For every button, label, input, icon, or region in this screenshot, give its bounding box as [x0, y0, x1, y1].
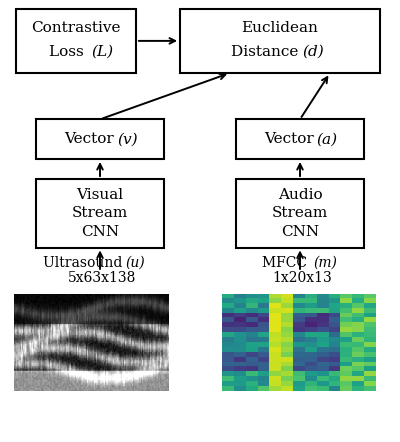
Text: (d): (d) [302, 45, 324, 59]
Text: Stream: Stream [272, 206, 328, 220]
Text: (u): (u) [125, 256, 145, 270]
Bar [180, 9, 380, 73]
Text: (m): (m) [313, 256, 337, 270]
Bar [36, 179, 164, 248]
Bar [236, 179, 364, 248]
Text: 5x63x138: 5x63x138 [68, 271, 136, 286]
Bar [236, 119, 364, 159]
Text: Stream: Stream [72, 206, 128, 220]
Text: (v): (v) [117, 132, 138, 146]
Bar [36, 119, 164, 159]
Text: Contrastive: Contrastive [31, 21, 121, 34]
Text: CNN: CNN [281, 225, 319, 239]
Text: Distance: Distance [231, 45, 303, 59]
Text: (a): (a) [317, 132, 338, 146]
Text: Vector: Vector [264, 132, 318, 146]
Bar [16, 9, 136, 73]
Text: Audio: Audio [278, 188, 322, 202]
Text: (L): (L) [91, 45, 113, 59]
Text: Vector: Vector [64, 132, 118, 146]
Text: 1x20x13: 1x20x13 [272, 271, 332, 286]
Text: Loss: Loss [49, 45, 89, 59]
Text: Euclidean: Euclidean [242, 21, 318, 34]
Text: Ultrasound: Ultrasound [43, 256, 127, 270]
Text: MFCC: MFCC [262, 256, 312, 270]
Text: CNN: CNN [81, 225, 119, 239]
Text: Visual: Visual [76, 188, 124, 202]
